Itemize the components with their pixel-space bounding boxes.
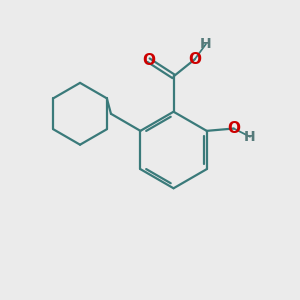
Text: H: H xyxy=(200,37,212,51)
Text: O: O xyxy=(227,121,240,136)
Text: O: O xyxy=(188,52,201,67)
Text: H: H xyxy=(244,130,256,144)
Text: O: O xyxy=(142,53,155,68)
